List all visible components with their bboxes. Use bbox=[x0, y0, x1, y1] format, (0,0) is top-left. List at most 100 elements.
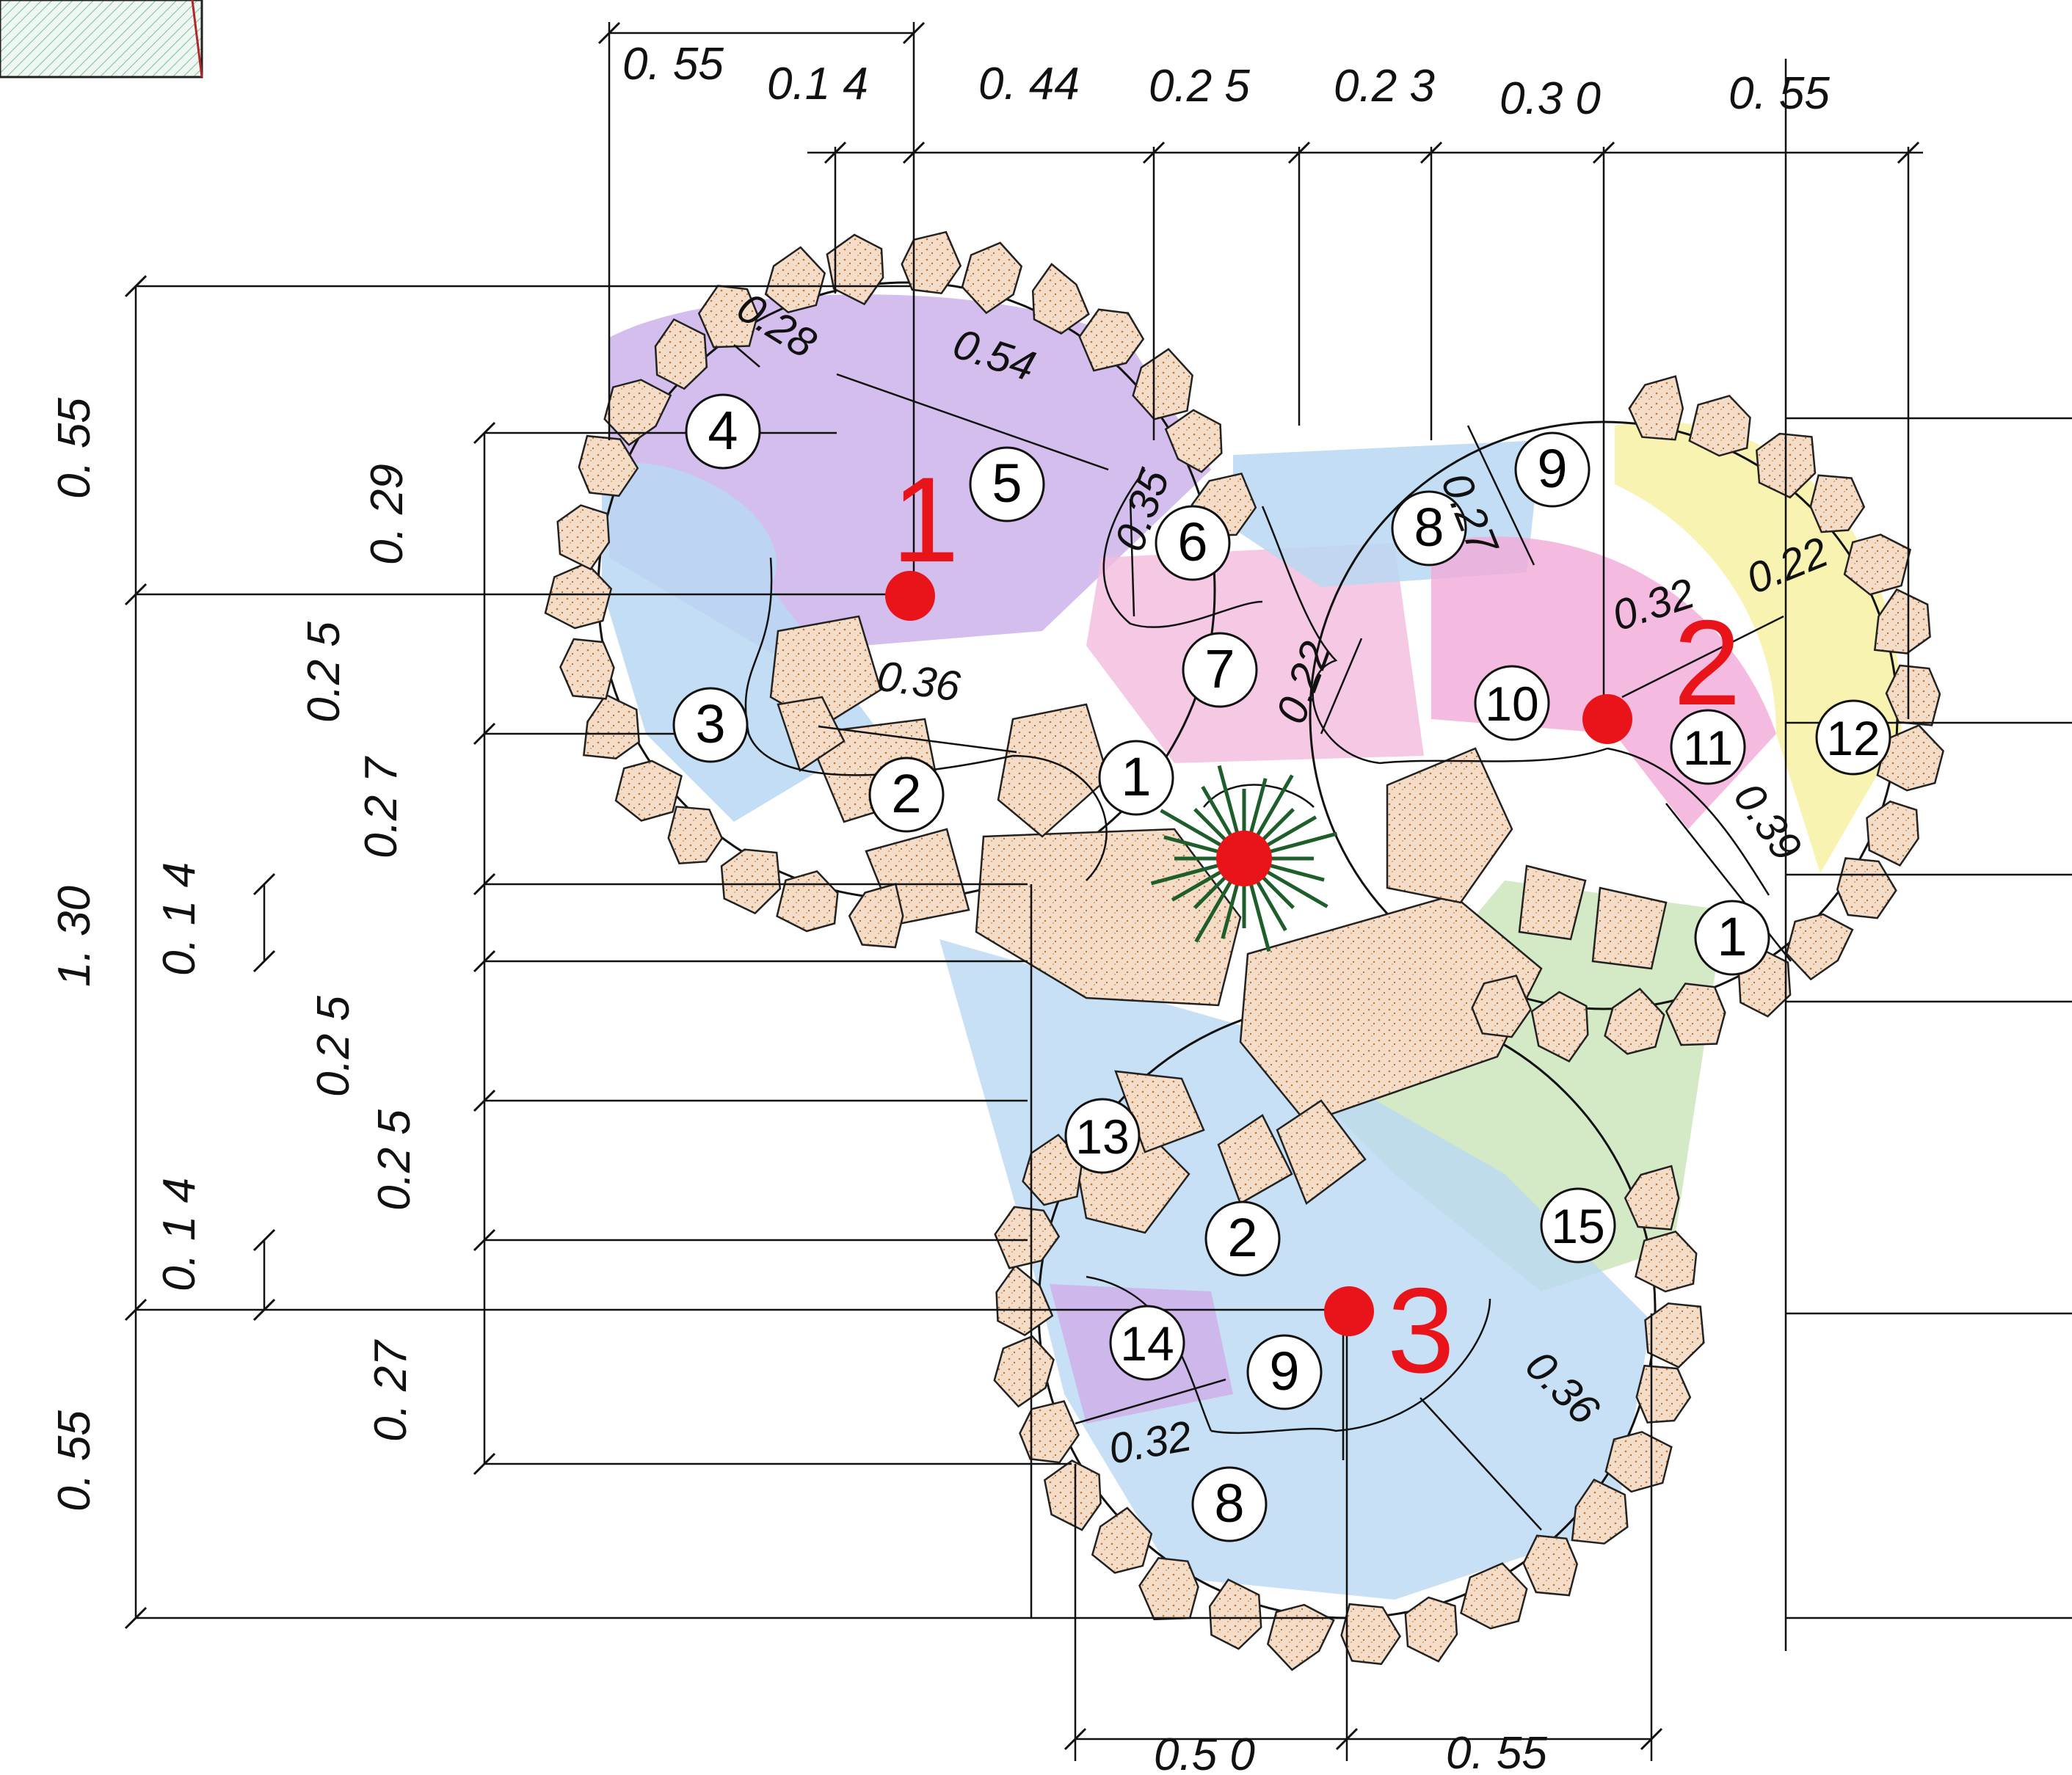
boundary-stone bbox=[1340, 1603, 1401, 1666]
boundary-stone bbox=[1266, 1603, 1335, 1672]
dimension-ticks bbox=[124, 21, 1920, 1751]
dimension-tick bbox=[597, 21, 621, 45]
boundary-stone bbox=[1031, 263, 1090, 335]
zone-bubble bbox=[1204, 1200, 1281, 1277]
boundary-stone bbox=[583, 693, 641, 759]
boundary-stone bbox=[1688, 394, 1751, 457]
dimension-tick bbox=[473, 1089, 496, 1112]
svg-text:0.2 5: 0.2 5 bbox=[308, 996, 359, 1097]
boundary-stone bbox=[1628, 375, 1684, 441]
svg-text:0. 1 4: 0. 1 4 bbox=[154, 862, 205, 976]
bottom-dimension-labels: 0.5 0 0. 55 bbox=[1154, 1728, 1547, 1775]
boundary-stone bbox=[1530, 991, 1589, 1063]
boundary-stone bbox=[697, 285, 759, 349]
zone-number: 9 bbox=[1269, 1341, 1299, 1402]
dimension-tick bbox=[124, 274, 148, 298]
zone-number: 6 bbox=[1177, 511, 1207, 572]
zone-number: 1 bbox=[1121, 746, 1151, 807]
boundary-stone bbox=[1635, 1364, 1692, 1424]
zone-bubble bbox=[868, 757, 945, 833]
svg-text:0.36: 0.36 bbox=[874, 652, 964, 711]
zone-number: 14 bbox=[1120, 1316, 1174, 1371]
zone-bubble bbox=[1694, 900, 1770, 976]
boundary-stone bbox=[764, 246, 826, 313]
boundary-stone bbox=[1522, 1534, 1579, 1597]
zone-bubble bbox=[1670, 709, 1746, 785]
dimension-tick bbox=[252, 872, 276, 896]
zone-bubble bbox=[1514, 431, 1591, 508]
boundary-stone bbox=[559, 638, 615, 700]
boundary-stone bbox=[614, 759, 683, 822]
dimension-tick bbox=[1640, 1727, 1663, 1751]
zone-bubble bbox=[969, 446, 1045, 522]
hatch-swatch bbox=[0, 0, 203, 79]
boundary-stone bbox=[1604, 1431, 1673, 1493]
dimension-lines bbox=[134, 22, 2072, 1761]
zone-bubble bbox=[1191, 1466, 1268, 1542]
boundary-stone bbox=[1665, 983, 1726, 1046]
center-dot-2 bbox=[1582, 694, 1632, 744]
zone-number: 15 bbox=[1551, 1199, 1604, 1253]
boundary-stone bbox=[1138, 1556, 1199, 1621]
zone-number: 1 bbox=[1717, 906, 1747, 967]
boundary-stone bbox=[1785, 913, 1854, 981]
zone-number: 13 bbox=[1075, 1109, 1129, 1164]
dimension-tick bbox=[252, 950, 276, 973]
center-label-3: 3 bbox=[1387, 1263, 1455, 1398]
zone-bubble bbox=[1109, 1305, 1185, 1381]
dimension-tick bbox=[1064, 1727, 1087, 1751]
boundary-stone bbox=[993, 1335, 1055, 1408]
svg-text:0. 55: 0. 55 bbox=[622, 39, 724, 90]
zone-number: 5 bbox=[992, 453, 1022, 514]
dimension-tick bbox=[252, 1298, 276, 1322]
svg-text:0.3 0: 0.3 0 bbox=[1500, 73, 1601, 124]
dimension-tick bbox=[473, 421, 496, 445]
boundary-stone bbox=[1604, 988, 1665, 1055]
dimension-tick bbox=[1287, 141, 1311, 164]
dimension-tick bbox=[124, 583, 148, 606]
zone-bubble bbox=[1246, 1334, 1323, 1410]
zone-number: 2 bbox=[1227, 1207, 1257, 1268]
boundary-stone bbox=[1809, 474, 1866, 533]
boundary-stone bbox=[1624, 1164, 1680, 1231]
zone-bubble bbox=[685, 393, 761, 470]
boundary-stone bbox=[1460, 1562, 1528, 1630]
dimension-tick bbox=[1142, 141, 1166, 164]
boundary-stone bbox=[961, 241, 1023, 315]
boundary-stone bbox=[1043, 1459, 1102, 1531]
zone-bubble bbox=[1474, 665, 1550, 741]
svg-text:0. 55: 0. 55 bbox=[49, 1410, 100, 1512]
dimension-tick bbox=[1897, 141, 1920, 164]
dimension-tick bbox=[124, 1606, 148, 1630]
boundary-stone bbox=[1404, 1596, 1458, 1663]
svg-text:0. 55: 0. 55 bbox=[49, 398, 100, 499]
zone-number: 12 bbox=[1826, 711, 1880, 765]
perimeter-stones bbox=[544, 230, 1944, 1672]
dimension-tick bbox=[902, 21, 926, 45]
svg-text:0.2 5: 0.2 5 bbox=[1149, 61, 1250, 112]
zone-bubble bbox=[1815, 699, 1891, 776]
center-dot-3 bbox=[1324, 1286, 1374, 1336]
svg-text:0. 55: 0. 55 bbox=[1446, 1728, 1547, 1775]
zone-number: 8 bbox=[1214, 1473, 1244, 1534]
svg-text:0.5 0: 0.5 0 bbox=[1154, 1730, 1255, 1775]
boundary-stone bbox=[1091, 1506, 1153, 1574]
boundary-stone bbox=[1635, 1230, 1698, 1293]
zone-bubble bbox=[1098, 740, 1174, 816]
dimension-tick bbox=[124, 1298, 148, 1322]
zone-number: 2 bbox=[891, 763, 921, 824]
svg-text:0. 27: 0. 27 bbox=[366, 1339, 416, 1442]
svg-text:0. 55: 0. 55 bbox=[1729, 68, 1830, 119]
boundary-stone bbox=[556, 504, 611, 571]
zone-bubble bbox=[1540, 1187, 1616, 1264]
zone-number: 3 bbox=[695, 693, 725, 754]
boundary-stone bbox=[1471, 974, 1533, 1038]
svg-text:0.2 5: 0.2 5 bbox=[369, 1109, 420, 1211]
boundary-stone bbox=[1644, 1302, 1705, 1368]
zone-number: 8 bbox=[1414, 497, 1444, 558]
boundary-stone bbox=[1164, 409, 1223, 473]
dimension-tick bbox=[902, 141, 926, 164]
zone-bubble bbox=[1391, 490, 1467, 566]
